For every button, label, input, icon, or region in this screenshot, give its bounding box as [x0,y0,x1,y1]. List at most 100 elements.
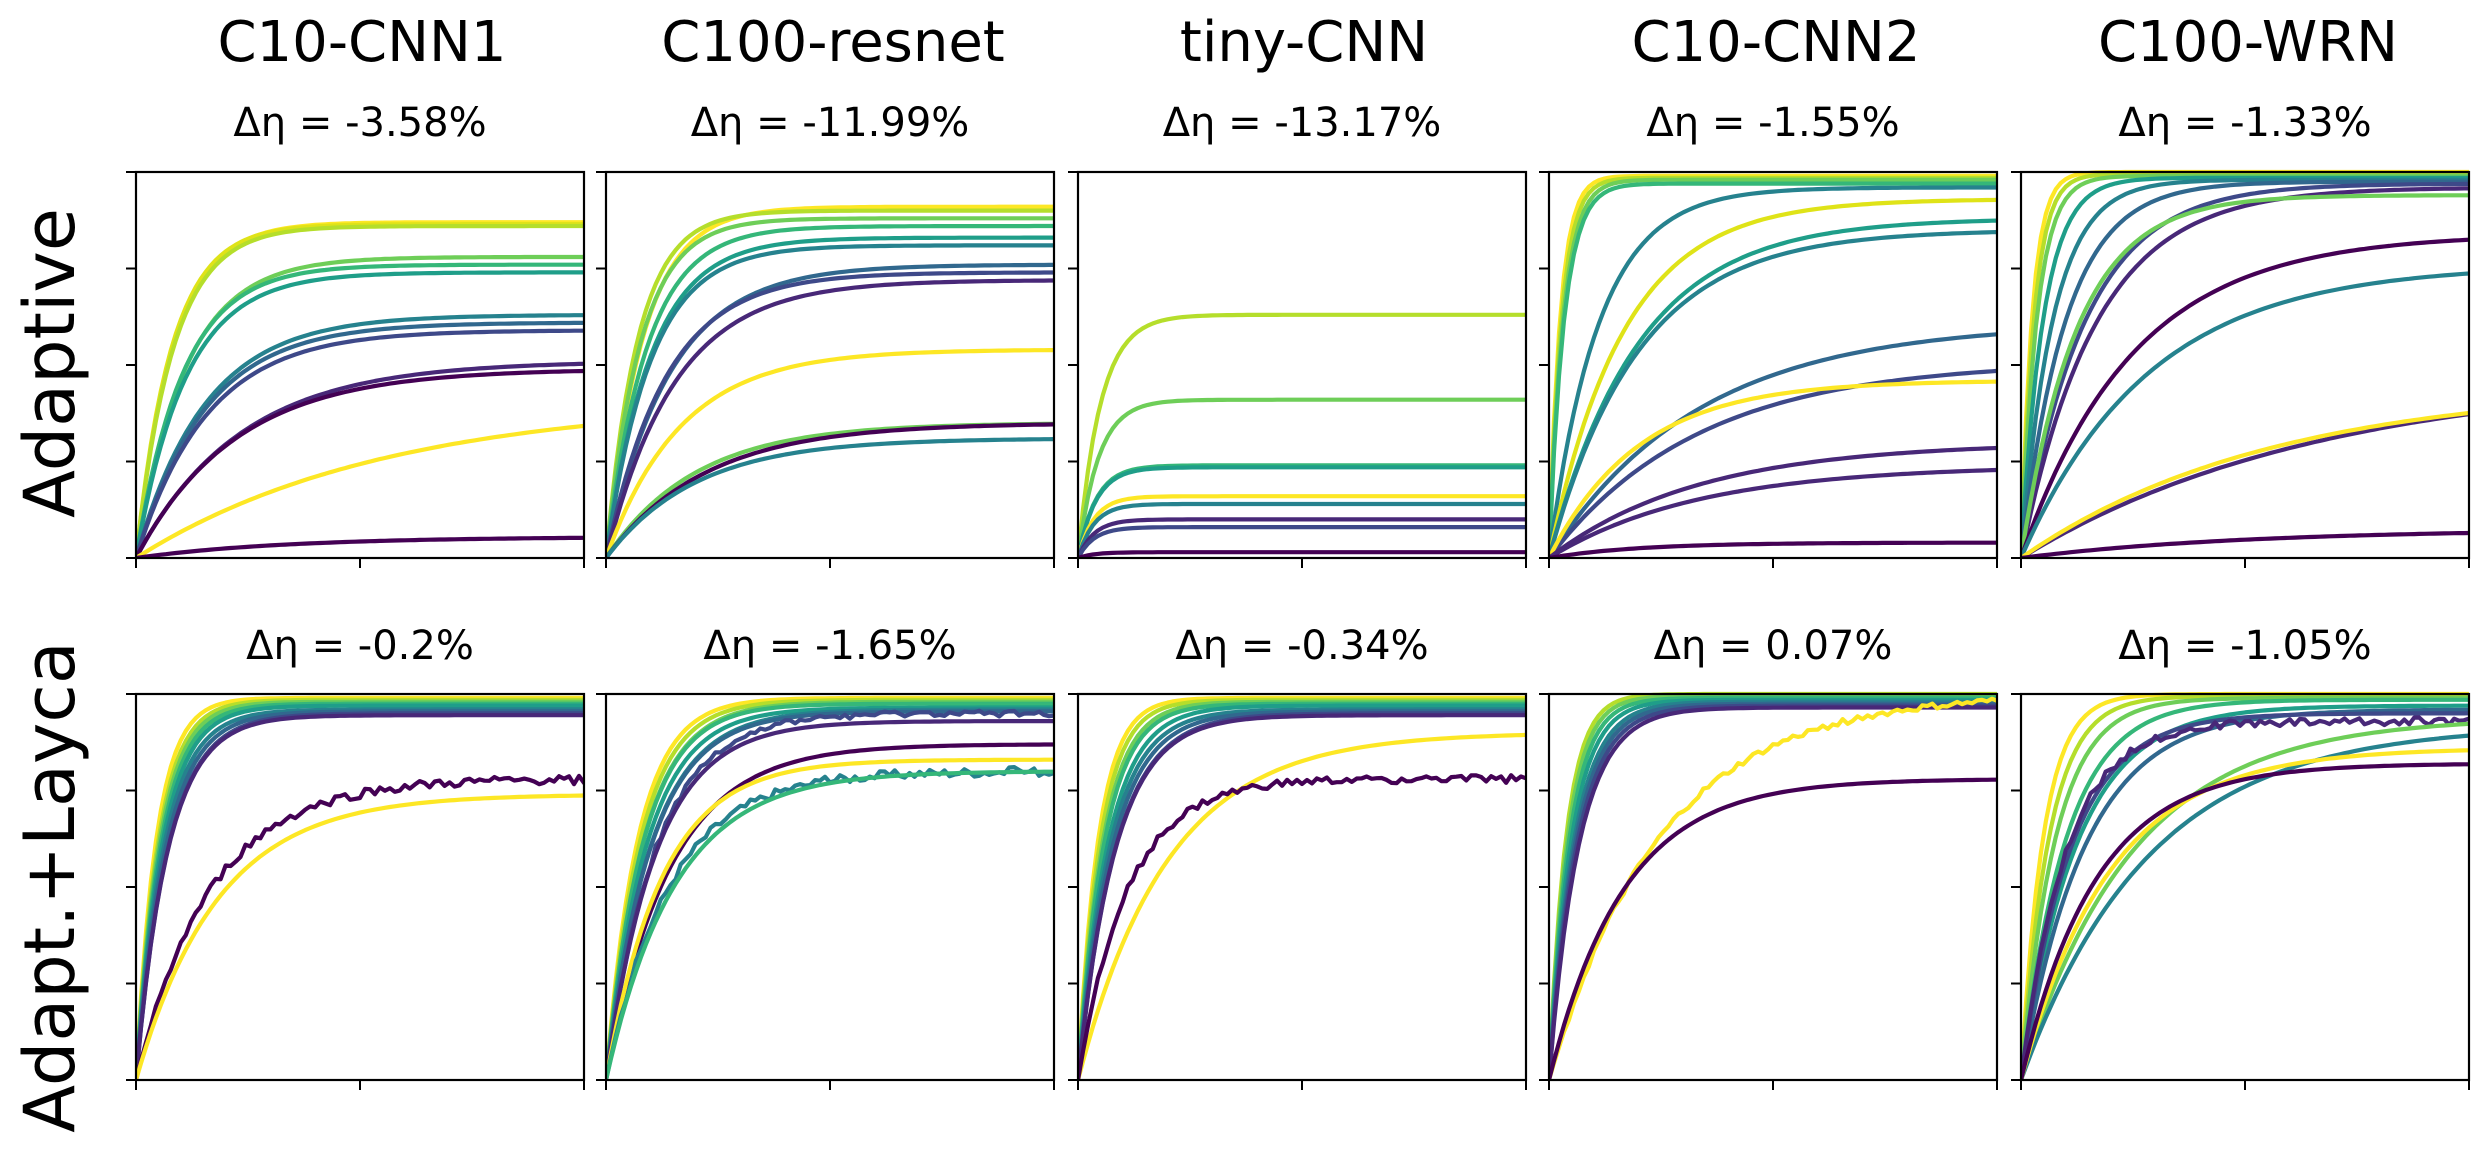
series-line [2021,181,2469,558]
row-labels: Adaptive Adapt.+Layca [9,208,91,1133]
panel-adaptive-c10-cnn2: Δη = -1.55% [1539,100,1999,568]
delta-label-adaptive-c100-wrn: Δη = -1.33% [2118,100,2371,146]
series-line [606,719,1054,1080]
series-line [1549,185,1997,558]
series-line [1549,368,1997,558]
series-line [2021,237,2469,558]
delta-label-adaptive-c10-cnn1: Δη = -3.58% [233,100,486,146]
column-title-c10-cnn1: C10-CNN1 [217,10,506,75]
series-line [2021,715,2469,1080]
series-line [136,707,584,1080]
series-line [136,328,584,558]
series-line [1549,699,1997,1080]
panel-adaptive-c10-cnn1: Δη = -3.58% [126,100,586,568]
series-line [1549,703,1997,1080]
series-line [2021,530,2469,558]
series-line [1549,693,1997,1080]
panel-adapt-layca-c100-wrn: Δη = -1.05% [2011,623,2471,1090]
series-line [1549,218,1997,558]
series-line [136,713,584,1080]
series-line [136,535,584,558]
series-line [1549,695,1997,1080]
series-line [606,437,1054,558]
series-line [606,701,1054,1080]
row-label-adaptive: Adaptive [9,208,91,518]
delta-label-adaptive-c10-cnn2: Δη = -1.55% [1646,100,1899,146]
panel-adaptive-c100-wrn: Δη = -1.33% [2011,100,2471,568]
series-line [2021,711,2469,1080]
series-line [1549,197,1997,558]
column-title-c100-wrn: C100-WRN [2098,10,2398,75]
series-line [606,422,1054,558]
series-line [1549,379,1997,558]
series-line [136,320,584,558]
series-line [1549,697,1997,1080]
series-line [2021,193,2469,558]
column-title-c10-cnn2: C10-CNN2 [1631,10,1920,75]
series-line [1549,181,1997,558]
series-group [606,695,1054,1080]
series-group [2021,169,2469,558]
series-line [606,769,1054,1080]
series-line [1549,332,1997,558]
series-line [1549,705,1997,1080]
series-group [136,220,584,558]
series-line [1078,312,1526,558]
series-group [1078,695,1526,1080]
plot-frame [1076,170,1528,560]
series-line [1078,732,1526,1080]
delta-label-adapt-layca-c10-cnn2: Δη = 0.07% [1654,623,1893,669]
series-line [136,270,584,558]
series-group [1549,691,1997,1080]
series-line [2021,762,2469,1080]
series-line [136,773,584,1080]
delta-label-adaptive-tiny-cnn: Δη = -13.17% [1163,100,1442,146]
series-line [2021,175,2469,558]
series-line [2021,171,2469,558]
series-line [136,361,584,558]
series-line [1078,463,1526,558]
series-line [606,348,1054,558]
panel-adaptive-tiny-cnn: Δη = -13.17% [1068,100,1528,568]
series-line [1078,517,1526,558]
plot-frame [2019,170,2471,560]
series-group [136,695,584,1080]
series-line [1549,701,1997,1080]
series-line [2021,173,2469,558]
series-line [1078,773,1526,1080]
series-line [606,270,1054,558]
panel-adapt-layca-tiny-cnn: Δη = -0.34% [1068,623,1528,1090]
series-line [136,793,584,1080]
series-line [2021,179,2469,558]
delta-label-adaptive-c100-resnet: Δη = -11.99% [691,100,970,146]
column-titles: C10-CNN1 C100-resnet tiny-CNN C10-CNN2 C… [217,10,2398,75]
series-line [2021,721,2469,1080]
series-line [1549,540,1997,558]
series-line [1078,501,1526,558]
plot-frame [1547,692,1999,1082]
series-group [1549,173,1997,558]
series-line [2021,703,2469,1080]
delta-label-adapt-layca-tiny-cnn: Δη = -0.34% [1175,623,1428,669]
series-line [1078,525,1526,558]
column-title-tiny-cnn: tiny-CNN [1180,10,1428,75]
series-line [1078,465,1526,558]
series-line [606,278,1054,558]
series-group [2021,691,2469,1080]
series-line [1549,691,1997,1080]
series-line [1078,494,1526,558]
series-line [1549,230,1997,558]
series-group [606,204,1054,558]
series-line [1078,550,1526,558]
series-line [606,742,1054,1080]
series-line [2021,697,2469,1080]
series-line [136,223,584,558]
series-line [2021,410,2469,558]
series-line [2021,733,2469,1080]
series-line [2021,271,2469,558]
series-line [606,223,1054,558]
delta-label-adapt-layca-c100-resnet: Δη = -1.65% [703,623,956,669]
panel-adapt-layca-c10-cnn2: Δη = 0.07% [1539,623,1999,1090]
series-line [2021,186,2469,558]
panel-adapt-layca-c10-cnn1: Δη = -0.2% [126,623,586,1090]
